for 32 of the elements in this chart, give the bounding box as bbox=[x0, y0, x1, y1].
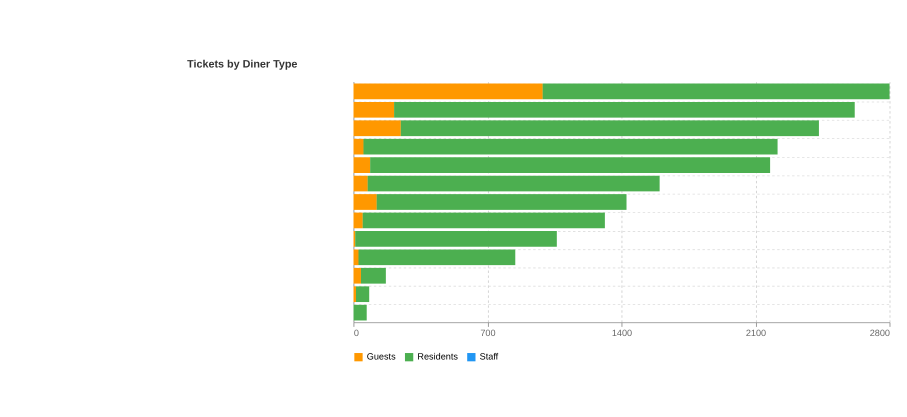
x-tick-label: 700 bbox=[480, 328, 496, 338]
legend-label: Guests bbox=[366, 352, 396, 362]
bar bbox=[358, 249, 516, 266]
bar bbox=[394, 102, 855, 118]
bar bbox=[400, 120, 819, 136]
legend-label: Residents bbox=[417, 352, 458, 362]
x-tick-label: 1400 bbox=[612, 328, 632, 338]
bar bbox=[354, 120, 401, 136]
bar bbox=[376, 194, 627, 210]
bar bbox=[363, 138, 778, 155]
bar bbox=[368, 176, 660, 192]
x-tick-label: 2800 bbox=[870, 328, 890, 338]
bar bbox=[354, 249, 358, 266]
x-tick-label: 0 bbox=[354, 328, 359, 338]
bar bbox=[542, 84, 890, 100]
legend-label: Staff bbox=[480, 352, 499, 362]
bar bbox=[356, 286, 370, 302]
bar bbox=[355, 231, 557, 247]
bar bbox=[370, 157, 770, 173]
bar bbox=[362, 212, 605, 228]
bar bbox=[354, 157, 370, 173]
bar bbox=[354, 138, 364, 155]
bar bbox=[354, 268, 361, 284]
x-tick-label: 2100 bbox=[746, 328, 766, 338]
text: Tickets by Diner Type bbox=[187, 58, 298, 71]
bar bbox=[354, 176, 368, 192]
bar bbox=[354, 102, 394, 118]
bar bbox=[354, 84, 543, 100]
bar bbox=[360, 268, 386, 284]
bar bbox=[354, 194, 377, 210]
bar bbox=[354, 212, 363, 228]
bar bbox=[354, 304, 367, 320]
